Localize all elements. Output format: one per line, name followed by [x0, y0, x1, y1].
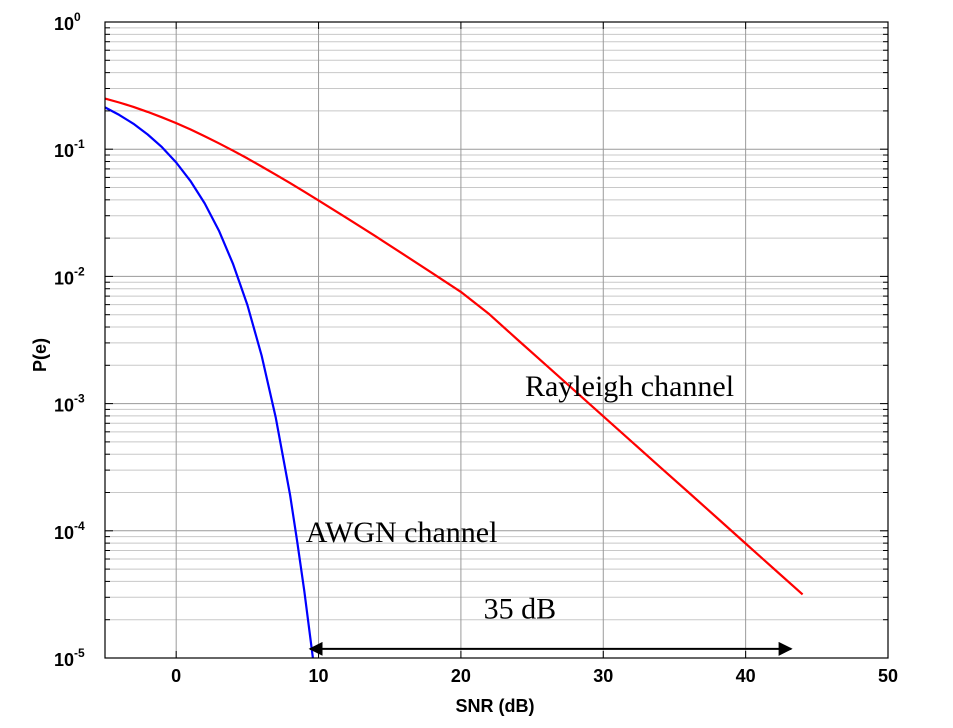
grid-lines	[105, 21, 889, 659]
curves	[104, 97, 804, 659]
plot-border	[104, 21, 889, 659]
annotation-awgn-channel: AWGN channel	[306, 516, 498, 549]
y-axis-label: P(e)	[30, 338, 50, 372]
x-tick-label: 20	[451, 666, 471, 686]
x-tick-label: 40	[736, 666, 756, 686]
x-tick-label: 30	[593, 666, 613, 686]
series-rayleigh-channel	[104, 97, 804, 596]
x-axis-label: SNR (dB)	[456, 696, 535, 716]
y-tick-label: 10-1	[54, 137, 85, 161]
y-tick-label: 10-4	[54, 519, 85, 543]
y-tick-label: 10-5	[54, 646, 85, 670]
y-tick-label: 10-2	[54, 264, 85, 288]
y-tick-label: 100	[54, 10, 81, 34]
annotations: Rayleigh channel AWGN channel 35 dB	[306, 370, 793, 656]
annotation-35-db: 35 dB	[484, 592, 557, 625]
x-tick-label: 0	[171, 666, 181, 686]
x-tick-label: 10	[309, 666, 329, 686]
tick-labels: 0 10 20 30 40 50 100 10-1 10-2 10-3 10-4 10-5	[54, 10, 898, 686]
plot-frame	[104, 21, 889, 659]
x-tick-label: 50	[878, 666, 898, 686]
series-awgn-channel	[104, 106, 314, 659]
annotation-rayleigh-channel: Rayleigh channel	[525, 370, 734, 403]
y-tick-label: 10-3	[54, 392, 85, 416]
